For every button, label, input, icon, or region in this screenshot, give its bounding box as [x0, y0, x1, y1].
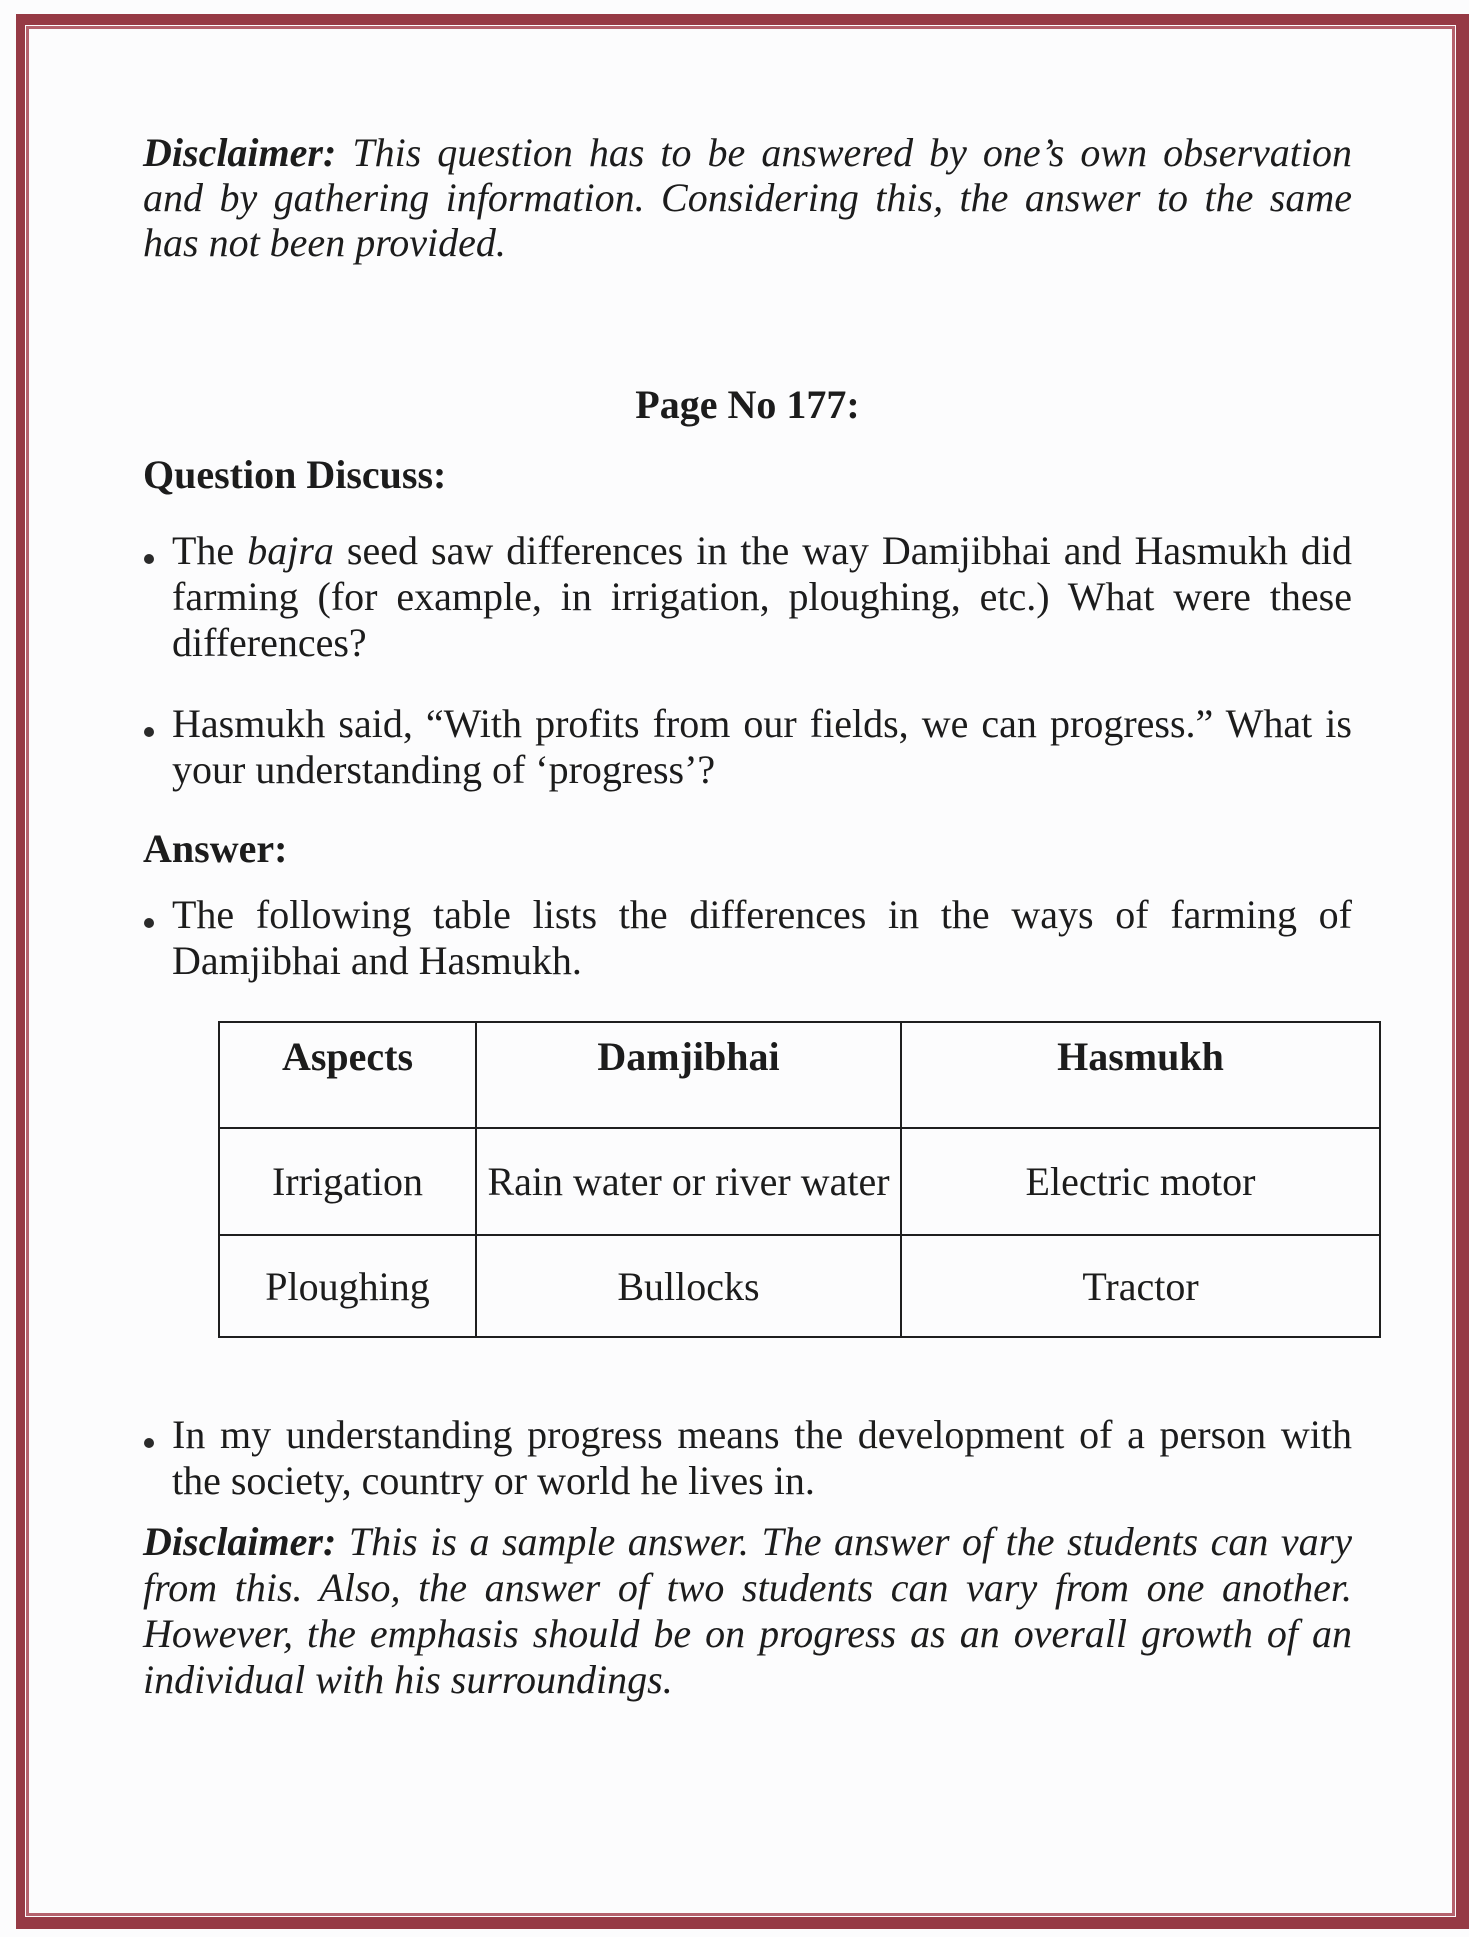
table-cell: Ploughing: [218, 1234, 477, 1338]
disclaimer-top-text: This question has to be answered by one’…: [143, 130, 1352, 265]
table-row-irrigation: Irrigation Rain water or river water Ele…: [218, 1127, 1381, 1236]
disclaimer-bottom-label: Disclaimer:: [143, 1519, 337, 1564]
bullet-dot: [144, 918, 154, 928]
table-cell: Tractor: [900, 1234, 1381, 1338]
table-cell: Bullocks: [475, 1234, 902, 1338]
comparison-table: Aspects Damjibhai Hasmukh Irrigation Rai…: [218, 1021, 1381, 1338]
question-bullet-2: Hasmukh said, “With profits from our fie…: [143, 701, 1352, 793]
answer-heading: Answer:: [143, 826, 288, 871]
table-cell: Rain water or river water: [475, 1127, 902, 1236]
question-bullet-2-text: Hasmukh said, “With profits from our fie…: [172, 701, 1352, 792]
table-header-damjibhai: Damjibhai: [475, 1021, 902, 1129]
table-cell: Electric motor: [900, 1127, 1381, 1236]
table-row-ploughing: Ploughing Bullocks Tractor: [218, 1234, 1381, 1338]
page-heading: Page No 177:: [635, 382, 860, 427]
bullet-dot: [144, 554, 154, 564]
page-border-inner: [26, 26, 1455, 1916]
answer-bullet-1-text: The following table lists the difference…: [172, 892, 1352, 983]
table-header-aspects: Aspects: [218, 1021, 477, 1129]
table-header-row: Aspects Damjibhai Hasmukh: [218, 1021, 1381, 1129]
table-cell: Irrigation: [218, 1127, 477, 1236]
bullet1-post: seed saw differences in the way Damjibha…: [172, 528, 1353, 665]
disclaimer-bottom: Disclaimer: This is a sample answer. The…: [143, 1519, 1352, 1703]
bullet1-italic-term: bajra: [247, 528, 334, 573]
answer-bullet-1: The following table lists the difference…: [143, 892, 1352, 984]
question-bullet-1: The bajra seed saw differences in the wa…: [143, 528, 1352, 666]
bullet-dot: [144, 1438, 154, 1448]
question-heading: Question Discuss:: [143, 452, 447, 497]
answer-bullet-2-text: In my understanding progress means the d…: [172, 1412, 1352, 1503]
bullet-dot: [144, 727, 154, 737]
question-bullet-1-text: The bajra seed saw differences in the wa…: [172, 528, 1352, 666]
page-border-outer: [16, 14, 1469, 1929]
disclaimer-bottom-text: This is a sample answer. The answer of t…: [143, 1519, 1352, 1702]
table-header-hasmukh: Hasmukh: [900, 1021, 1381, 1129]
disclaimer-top-label: Disclaimer:: [143, 130, 337, 175]
answer-bullet-2: In my understanding progress means the d…: [143, 1412, 1352, 1504]
disclaimer-top: Disclaimer: This question has to be answ…: [143, 130, 1352, 265]
bullet1-pre: The: [172, 528, 248, 573]
